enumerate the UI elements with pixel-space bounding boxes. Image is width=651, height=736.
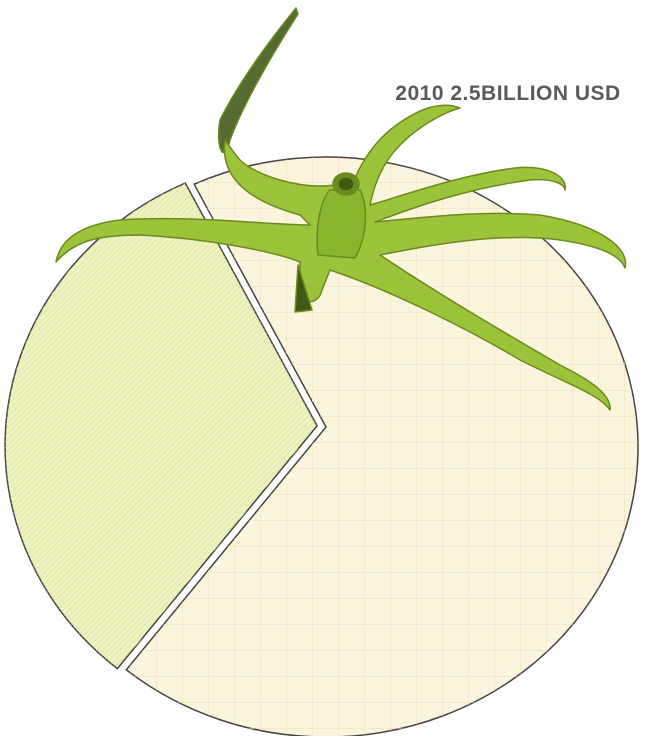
- chart-title: 2010 2.5BILLION USD: [395, 82, 620, 105]
- slice-texture: [126, 157, 638, 736]
- slice-texture: [5, 183, 318, 669]
- pie: [4, 156, 639, 736]
- tomato-stem: [55, 7, 627, 411]
